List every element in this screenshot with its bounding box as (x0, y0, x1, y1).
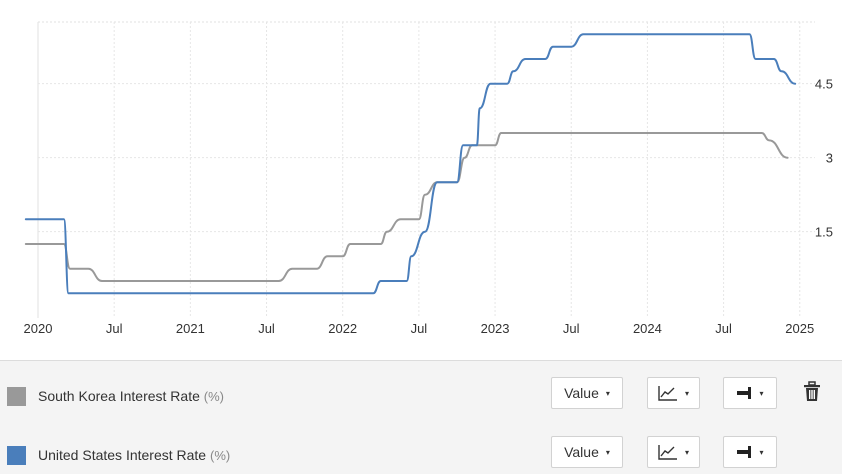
x-tick-label: Jul (258, 321, 275, 336)
chart-type-dropdown[interactable]: ▾ (647, 436, 700, 468)
legend-row-south-korea: South Korea Interest Rate (%) Value ▾ ▾ … (0, 377, 842, 417)
caret-down-icon: ▾ (759, 447, 764, 457)
x-tick-label: 2024 (633, 321, 662, 336)
legend-panel: South Korea Interest Rate (%) Value ▾ ▾ … (0, 360, 842, 474)
x-tick-label: 2023 (481, 321, 510, 336)
series-line-south-korea (24, 131, 789, 283)
x-tick-label: Jul (411, 321, 428, 336)
axis-align-icon (737, 446, 752, 458)
line-chart-icon (658, 445, 677, 460)
axis-align-icon (737, 387, 752, 399)
value-dropdown[interactable]: Value ▾ (551, 436, 623, 468)
series-line-united-states (24, 33, 797, 295)
caret-down-icon: ▾ (605, 447, 610, 457)
chart-area: 2020 Jul 2021 Jul 2022 Jul 2023 Jul 2024 Jul 2025 … (24, 21, 833, 336)
legend-row-united-states: United States Interest Rate (%) Value ▾ … (0, 436, 842, 476)
gridlines (37, 21, 815, 318)
value-dropdown-label: Value (564, 444, 599, 460)
caret-down-icon: ▾ (759, 388, 764, 398)
series-unit: (%) (209, 448, 231, 463)
series-lines (24, 33, 797, 295)
line-chart-icon (658, 386, 677, 401)
y-axis-ticks: 1.5 3 4.5 (815, 77, 833, 240)
caret-down-icon: ▾ (684, 447, 689, 457)
axis-dropdown[interactable]: ▾ (723, 436, 777, 468)
x-tick-label: 2025 (785, 321, 814, 336)
x-tick-label: 2022 (328, 321, 357, 336)
x-tick-label: 2021 (176, 321, 205, 336)
series-name-text: South Korea Interest Rate (38, 388, 200, 404)
series-name: South Korea Interest Rate (%) (38, 388, 224, 404)
y-tick-label: 3 (826, 151, 833, 166)
series-color-swatch[interactable] (7, 446, 26, 465)
line-chart: 2020 Jul 2021 Jul 2022 Jul 2023 Jul 2024 Jul 2025 … (24, 21, 833, 336)
series-name: United States Interest Rate (%) (38, 447, 230, 463)
series-unit: (%) (203, 389, 224, 404)
value-dropdown-label: Value (564, 385, 599, 401)
y-tick-label: 4.5 (815, 77, 833, 92)
trash-icon[interactable] (803, 381, 821, 403)
value-dropdown[interactable]: Value ▾ (551, 377, 623, 409)
series-name-text: United States Interest Rate (38, 447, 207, 463)
y-tick-label: 1.5 (815, 225, 833, 240)
axis-dropdown[interactable]: ▾ (723, 377, 777, 409)
chart-type-dropdown[interactable]: ▾ (647, 377, 700, 409)
x-tick-label: Jul (563, 321, 580, 336)
series-color-swatch[interactable] (7, 387, 26, 406)
x-axis-ticks: 2020 Jul 2021 Jul 2022 Jul 2023 Jul 2024 Jul 2025 (24, 321, 815, 336)
x-tick-label: Jul (106, 321, 123, 336)
caret-down-icon: ▾ (605, 388, 610, 398)
caret-down-icon: ▾ (684, 388, 689, 398)
x-tick-label: 2020 (24, 321, 53, 336)
x-tick-label: Jul (715, 321, 732, 336)
